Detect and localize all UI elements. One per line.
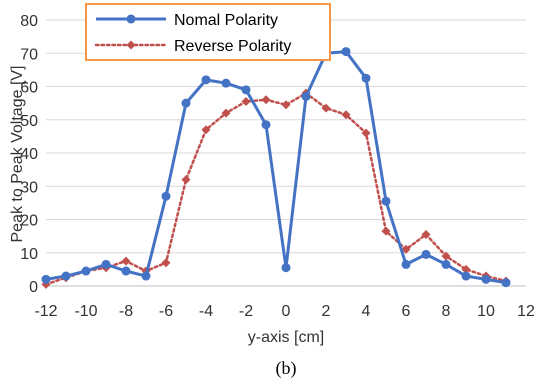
data-point [141,271,151,281]
data-point [61,271,71,281]
data-point [121,266,131,276]
y-tick-label: 0 [29,279,38,296]
data-point [261,95,271,105]
tick-labels: 0 10 20 30 40 50 60 70 80 -12 -10 -8 -6 -4 -2 0 2 4 6 8 10 12 [20,13,535,320]
data-point [381,196,391,206]
x-tick-label: 12 [517,303,535,320]
x-tick-label: -12 [34,303,57,320]
y-tick-label: 20 [20,213,38,230]
data-point [221,78,231,88]
x-tick-label: 2 [322,303,331,320]
data-point [161,258,171,268]
data-point [341,47,351,57]
x-tick-label: 0 [282,303,291,320]
x-tick-label: -10 [74,303,97,320]
x-tick-label: 10 [477,303,495,320]
x-axis-title: y-axis [cm] [248,329,324,346]
x-tick-label: 8 [442,303,451,320]
x-tick-label: -8 [119,303,133,320]
x-tick-label: -2 [239,303,253,320]
data-point [441,259,451,269]
y-tick-label: 70 [20,46,38,63]
data-point [101,259,111,269]
data-point [221,108,231,118]
data-point [241,85,251,95]
y-tick-label: 80 [20,13,38,30]
legend: Nomal Polarity Reverse Polarity [85,3,331,61]
data-point [501,278,511,288]
data-point [481,274,491,284]
x-tick-label: 6 [402,303,411,320]
figure-caption: (b) [276,358,297,379]
legend-box [85,3,331,61]
data-point [421,249,431,259]
x-tick-label: -4 [199,303,213,320]
data-point [261,120,271,130]
data-point [281,100,291,110]
y-tick-label: 60 [20,80,38,97]
data-point [401,244,411,254]
data-point [461,264,471,274]
data-point [441,251,451,261]
data-point [321,103,331,113]
y-tick-label: 10 [20,246,38,263]
y-tick-label: 30 [20,179,38,196]
data-point [401,259,411,269]
data-point [201,75,211,85]
data-point [181,175,191,185]
x-tick-label: 4 [362,303,371,320]
y-tick-label: 40 [20,146,38,163]
data-point [381,226,391,236]
legend-label: Nomal Polarity [174,12,278,29]
data-point [181,98,191,108]
data-point [81,266,91,276]
x-tick-label: -6 [159,303,173,320]
data-point [121,256,131,266]
legend-marker [126,40,136,50]
data-point [361,73,371,83]
data-point [301,91,311,101]
data-point [201,125,211,135]
y-axis-title: Peak to Peak Voltage [V] [9,65,26,242]
data-point [41,274,51,284]
legend-item: Nomal Polarity [96,12,278,29]
data-point [361,128,371,138]
y-tick-label: 50 [20,113,38,130]
legend-items: Nomal Polarity Reverse Polarity [94,12,291,55]
legend-item: Reverse Polarity [94,38,291,55]
data-point [461,271,471,281]
data-point [341,110,351,120]
data-point [421,229,431,239]
data-point [241,96,251,106]
legend-label: Reverse Polarity [174,38,291,55]
data-point [281,263,291,273]
legend-marker [126,14,136,24]
data-point [161,191,171,201]
